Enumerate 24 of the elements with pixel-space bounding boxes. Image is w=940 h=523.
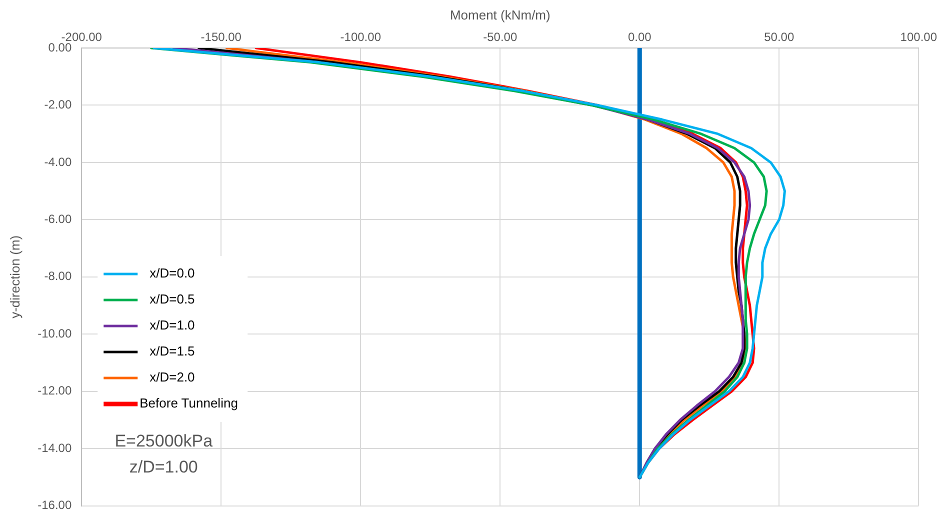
x-axis-title: Moment (kNm/m)	[450, 7, 550, 22]
legend-label: x/D=1.0	[150, 318, 195, 333]
legend-label: Before Tunneling	[140, 396, 238, 411]
y-tick-label: -4.00	[44, 154, 72, 169]
x-tick-label: -50.00	[483, 30, 518, 44]
legend-label: x/D=0.0	[150, 266, 195, 281]
x-tick-label: 0.00	[628, 30, 652, 44]
y-tick-label: -2.00	[44, 98, 72, 112]
x-tick-label: -150.00	[200, 30, 242, 44]
legend-label: x/D=0.5	[150, 292, 195, 307]
y-tick-label: -12.00	[38, 384, 72, 398]
x-tick-label: -100.00	[340, 30, 382, 44]
y-tick-label: -16.00	[38, 498, 72, 512]
legend-label: x/D=2.0	[150, 370, 195, 385]
y-axis-title: y-direction (m)	[7, 235, 22, 318]
legend-label: x/D=1.5	[150, 344, 195, 359]
x-tick-label: 100.00	[900, 30, 938, 44]
annotation: z/D=1.00	[129, 458, 198, 477]
y-tick-label: -8.00	[44, 269, 72, 284]
y-tick-label: -6.00	[44, 212, 72, 226]
x-tick-label: 50.00	[764, 30, 794, 44]
y-tick-label: -10.00	[38, 326, 72, 340]
y-tick-label: -14.00	[38, 440, 72, 455]
annotation: E=25000kPa	[114, 432, 214, 451]
